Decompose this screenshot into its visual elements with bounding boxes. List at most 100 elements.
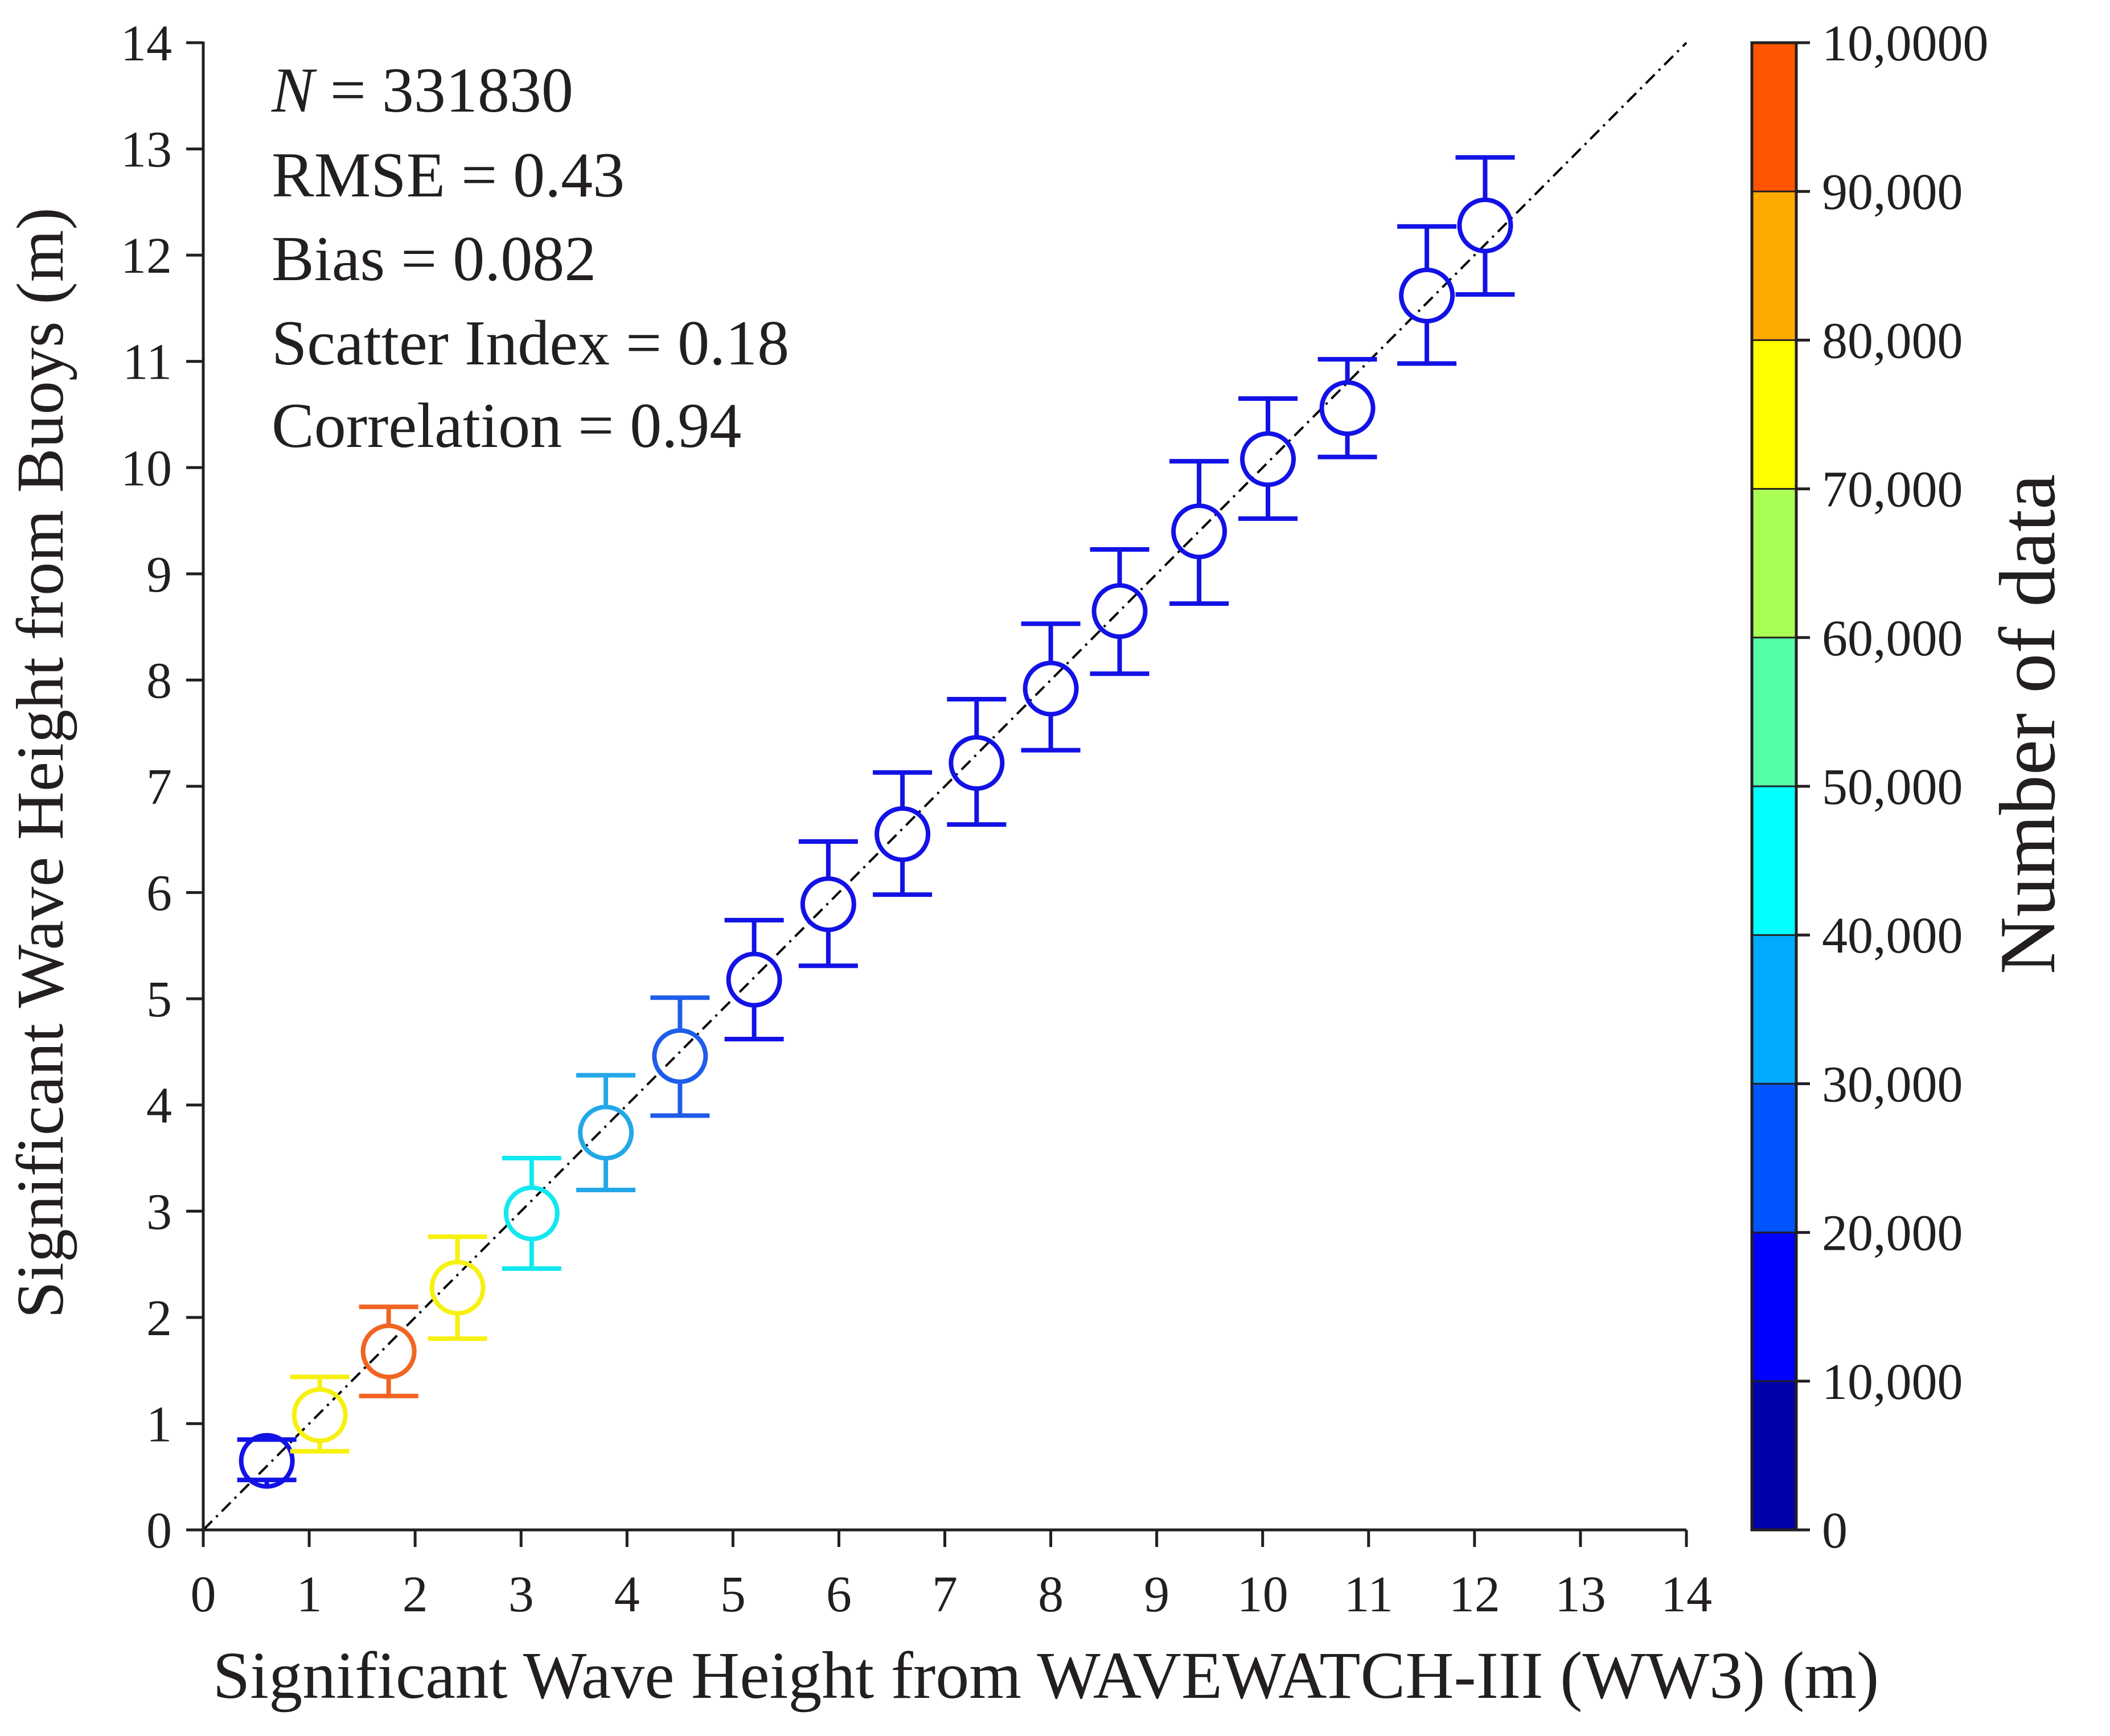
y-tick-label: 10 bbox=[121, 440, 172, 496]
x-tick-label: 14 bbox=[1661, 1566, 1712, 1623]
data-point-group bbox=[947, 697, 1007, 827]
data-point bbox=[292, 1387, 348, 1443]
colorbar-segment bbox=[1752, 637, 1796, 786]
colorbar-segment bbox=[1752, 935, 1796, 1084]
colorbar-tick-label: 20,000 bbox=[1822, 1205, 1963, 1262]
data-point bbox=[429, 1259, 486, 1316]
colorbar-segment bbox=[1752, 1381, 1796, 1530]
data-point-group bbox=[576, 1073, 636, 1192]
data-point-group bbox=[650, 995, 710, 1118]
data-point bbox=[1091, 583, 1148, 639]
data-point-group bbox=[724, 918, 784, 1042]
data-point bbox=[360, 1323, 417, 1380]
data-point bbox=[1171, 503, 1228, 560]
data-point-group bbox=[1169, 459, 1229, 606]
colorbar-segment bbox=[1752, 43, 1796, 192]
data-point-group bbox=[502, 1156, 561, 1271]
x-tick-label: 6 bbox=[826, 1566, 852, 1623]
x-tick-label: 9 bbox=[1144, 1566, 1169, 1623]
data-point bbox=[949, 734, 1005, 791]
colorbar-segment bbox=[1752, 489, 1796, 638]
y-tick-label: 3 bbox=[146, 1184, 172, 1240]
stats-n: N = 331830 bbox=[271, 55, 573, 126]
y-tick-label: 7 bbox=[146, 759, 172, 815]
colorbar-tick-label: 50,000 bbox=[1822, 759, 1963, 815]
colorbar-segment bbox=[1752, 1232, 1796, 1381]
x-tick-label: 7 bbox=[932, 1566, 958, 1623]
y-tick-label: 1 bbox=[146, 1396, 172, 1452]
x-tick-label: 4 bbox=[614, 1566, 640, 1623]
y-tick-label: 13 bbox=[121, 122, 172, 178]
data-point bbox=[1240, 431, 1296, 487]
colorbar-tick-label: 90,000 bbox=[1822, 164, 1963, 220]
colorbar-tick-label: 10,0000 bbox=[1822, 15, 1989, 72]
stats-annotation: N = 331830 RMSE = 0.43 Bias = 0.082 Scat… bbox=[271, 55, 789, 461]
data-point-group bbox=[290, 1374, 350, 1454]
colorbar-tick-label: 40,000 bbox=[1822, 908, 1963, 964]
colorbar-tick-label: 80,000 bbox=[1822, 313, 1963, 369]
data-point-group bbox=[237, 1433, 297, 1489]
data-point-group bbox=[1090, 547, 1150, 676]
x-tick-label: 11 bbox=[1344, 1566, 1393, 1623]
stats-correlation: Correlation = 0.94 bbox=[272, 391, 741, 461]
stats-bias: Bias = 0.082 bbox=[272, 224, 596, 294]
y-tick-label: 8 bbox=[146, 652, 172, 709]
data-point bbox=[726, 951, 782, 1008]
reference-line bbox=[202, 42, 1688, 1531]
reference-line-layer bbox=[202, 42, 1688, 1531]
x-axis-title: Significant Wave Height from WAVEWATCH-I… bbox=[213, 1638, 1879, 1713]
data-point-group bbox=[1021, 621, 1081, 753]
y-tick-label: 0 bbox=[146, 1503, 172, 1559]
colorbar: 0 10,000 20,000 30,000 40,000 50,000 60,000 70,… bbox=[1750, 15, 1989, 1559]
x-tick-label: 5 bbox=[720, 1566, 746, 1623]
data-point-group bbox=[873, 770, 933, 897]
data-point-group bbox=[1238, 396, 1298, 521]
colorbar-tick-label: 0 bbox=[1822, 1503, 1848, 1559]
stats-scatter-index: Scatter Index = 0.18 bbox=[272, 308, 789, 379]
x-tick-label: 2 bbox=[403, 1566, 428, 1623]
y-tick-label: 12 bbox=[121, 228, 172, 284]
stats-rmse: RMSE = 0.43 bbox=[272, 140, 625, 211]
data-point bbox=[503, 1185, 560, 1242]
x-tick-label: 0 bbox=[191, 1566, 216, 1623]
data-point-group bbox=[359, 1304, 418, 1398]
colorbar-title: Number of data bbox=[1984, 474, 2072, 975]
colorbar-tick-label: 30,000 bbox=[1822, 1056, 1963, 1113]
y-axis-title: Significant Wave Height from Buoys (m) bbox=[3, 207, 77, 1318]
x-tick-label: 10 bbox=[1237, 1566, 1288, 1623]
y-tick-label: 9 bbox=[146, 547, 172, 603]
data-point-group bbox=[428, 1234, 487, 1341]
x-tick-label: 8 bbox=[1038, 1566, 1064, 1623]
colorbar-segment bbox=[1752, 1084, 1796, 1233]
colorbar-tick-label: 70,000 bbox=[1822, 462, 1963, 518]
data-point bbox=[800, 876, 856, 933]
data-point-group bbox=[1397, 224, 1457, 366]
y-tick-label: 5 bbox=[146, 971, 172, 1028]
data-point-group bbox=[1455, 155, 1515, 297]
data-point bbox=[1457, 197, 1513, 253]
data-point bbox=[1023, 660, 1079, 717]
data-point bbox=[1399, 268, 1455, 324]
x-tick-label: 13 bbox=[1555, 1566, 1606, 1623]
colorbar-segment bbox=[1752, 191, 1796, 340]
data-point bbox=[1319, 380, 1376, 436]
colorbar-segment bbox=[1752, 340, 1796, 489]
y-tick-label: 4 bbox=[146, 1078, 172, 1134]
data-point bbox=[578, 1105, 634, 1161]
y-tick-label: 14 bbox=[121, 15, 172, 72]
stats-n-symbol: N bbox=[271, 55, 317, 126]
colorbar-tick-label: 60,000 bbox=[1822, 610, 1963, 667]
y-tick-label: 2 bbox=[146, 1290, 172, 1347]
x-tick-label: 12 bbox=[1449, 1566, 1500, 1623]
data-point bbox=[652, 1028, 708, 1084]
data-point bbox=[239, 1433, 295, 1489]
y-tick-label: 6 bbox=[146, 865, 172, 922]
y-tick-label: 11 bbox=[122, 334, 172, 391]
data-point-group bbox=[798, 839, 858, 968]
data-point bbox=[875, 806, 931, 862]
x-tick-label: 3 bbox=[508, 1566, 534, 1623]
x-tick-label: 1 bbox=[297, 1566, 322, 1623]
data-marks-layer bbox=[237, 155, 1515, 1489]
